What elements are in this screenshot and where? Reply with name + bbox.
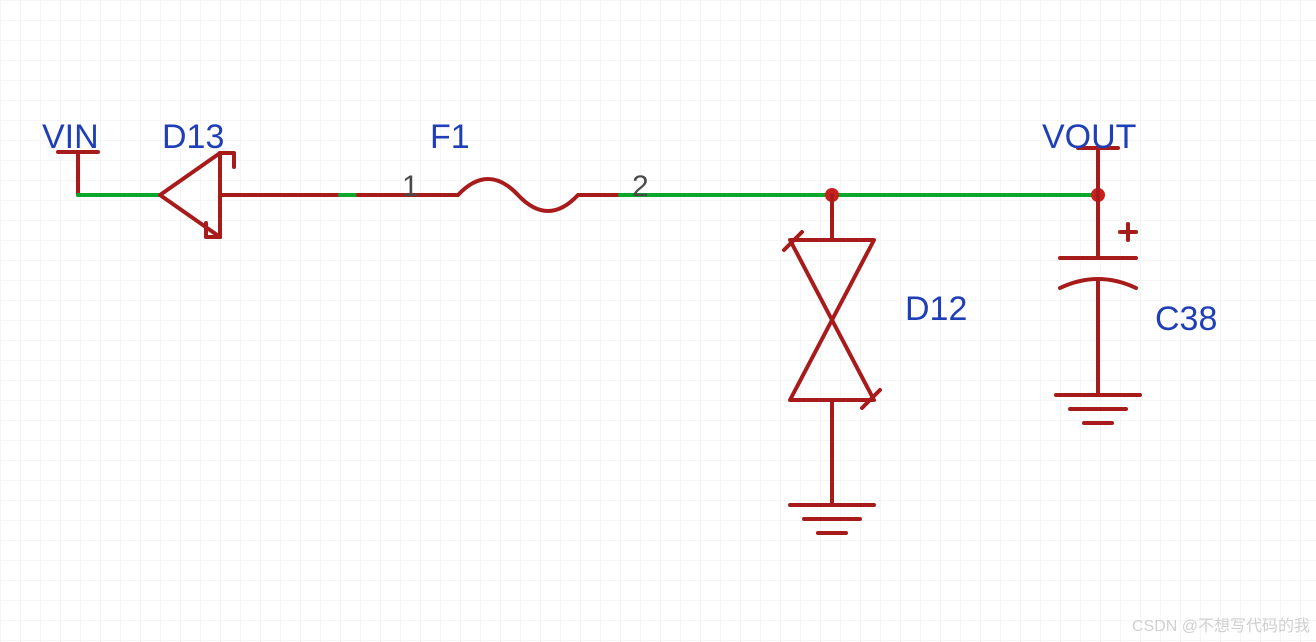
refdes-d12: D12: [905, 290, 967, 329]
pin-f1-1: 1: [402, 170, 419, 204]
pin-f1-2: 2: [632, 170, 649, 204]
refdes-c38: C38: [1155, 300, 1217, 339]
refdes-f1: F1: [430, 118, 470, 157]
refdes-d13: D13: [162, 118, 224, 157]
net-label-vout: VOUT: [1042, 118, 1136, 157]
schematic-svg: [0, 0, 1316, 642]
net-label-vin: VIN: [42, 118, 99, 157]
watermark: CSDN @不想写代码的我: [1132, 612, 1310, 636]
